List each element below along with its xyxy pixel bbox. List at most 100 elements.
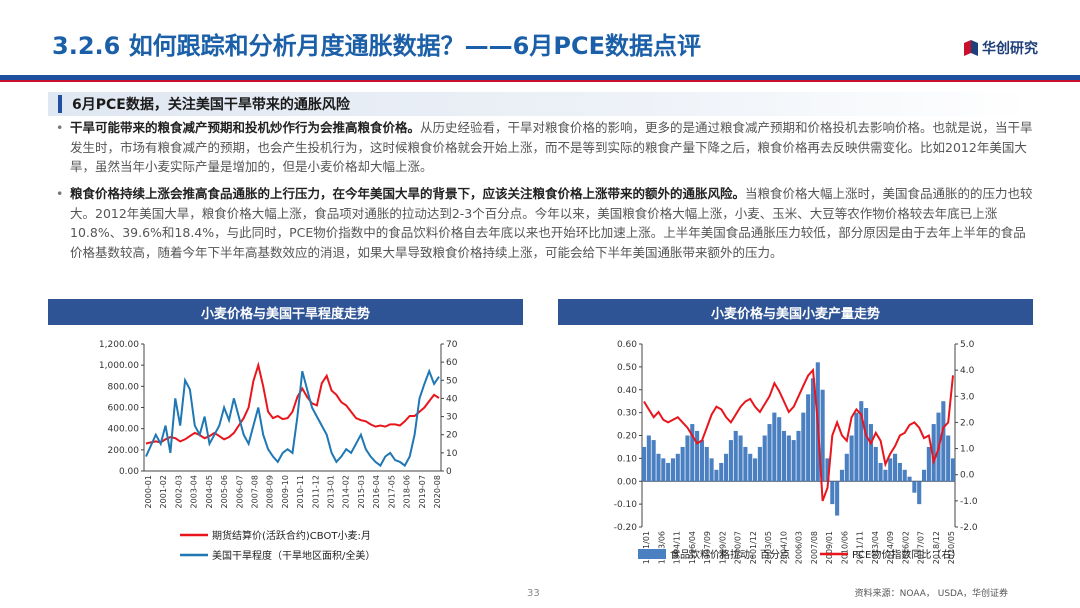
wheat-drought-chart: 1,200.001,000.00800.00600.00400.00200.00… (99, 340, 458, 562)
bar-mark (796, 430, 801, 482)
brand-logo: 华创研究 (964, 38, 1038, 58)
y-right-tick-label: -2.0 (960, 523, 978, 533)
bar-mark (868, 424, 873, 482)
bar-mark (864, 408, 869, 482)
bar-mark (849, 435, 854, 482)
y-right-tick-label: 40 (446, 394, 458, 404)
bar-mark (893, 453, 898, 482)
x-tick-label: 2004-05 (205, 475, 214, 508)
y-right-tick-label: 0.0 (960, 471, 975, 481)
y-left-tick-label: 0.30 (617, 409, 637, 419)
bar-mark (902, 469, 907, 482)
x-tick-label: 1994/11 (673, 531, 682, 564)
bar-mark (757, 446, 762, 482)
x-tick-label: 2000-01 (144, 475, 153, 508)
bar-mark (941, 401, 946, 482)
x-tick-label: 2014/09 (886, 531, 895, 564)
x-tick-label: 2007/08 (810, 531, 819, 564)
y-right-tick-label: 1.0 (960, 445, 975, 455)
logo-text: 华创研究 (982, 41, 1038, 57)
x-tick-label: 2020-08 (433, 475, 442, 508)
bar-mark (839, 469, 844, 482)
food-pce-chart: 0.60 0.50 0.40 0.30 0.20 0.10 0.00 -0.10 -0.20 5.… (614, 340, 978, 564)
page-number: 33 (527, 588, 540, 599)
x-tick-label: 2020/05 (947, 531, 956, 564)
series-2-line (145, 368, 440, 468)
x-tick-label: 2018-06 (403, 475, 412, 508)
y-left-tick-label: 0.20 (617, 432, 637, 442)
paragraph-2: • 粮食价格持续上涨会推高食品通胀的上行压力，在今年美国大旱的背景下，应该关注粮… (56, 184, 1036, 262)
y-right-tick-label: 20 (446, 431, 458, 441)
bar-mark (748, 453, 753, 482)
bullet-icon: • (56, 120, 64, 135)
bar-mark (670, 458, 676, 482)
x-tick-label: 2011/11 (856, 531, 865, 564)
x-tick-label: 2001-02 (159, 475, 168, 508)
y-left-tick-label: 400.00 (108, 425, 140, 435)
bar-mark (690, 424, 695, 482)
y-right-tick-label: 10 (446, 449, 458, 459)
x-tick-label: 2014-02 (342, 475, 351, 508)
x-tick-label: 2017/07 (917, 531, 926, 564)
y-right-tick-label: -1.0 (960, 497, 978, 507)
bar-mark (685, 435, 690, 482)
y-right-tick-label: 70 (446, 340, 458, 350)
x-tick-label: 2003/05 (764, 531, 773, 564)
section-title: 6月PCE数据，关注美国干旱带来的通胀风险 (72, 97, 350, 113)
bar-mark (646, 435, 651, 482)
x-tick-label: 2001/12 (749, 531, 758, 564)
page-title: 3.2.6 如何跟踪和分析月度通胀数据？——6月PCE数据点评 (52, 32, 701, 60)
x-tick-label: 1991/01 (642, 531, 651, 564)
x-tick-label: 2006-07 (235, 475, 244, 508)
bar-mark (931, 424, 936, 482)
bar-mark (656, 453, 661, 482)
bar-mark (859, 401, 864, 482)
bar-mark (714, 469, 719, 482)
legend-swatch (638, 549, 666, 559)
y-right-tick-label: 30 (446, 413, 458, 423)
series-2-line (643, 367, 954, 502)
y-left-tick-label: 800.00 (108, 382, 140, 392)
paragraph-1: • 干旱可能带来的粮食减产预期和投机炒作行为会推高粮食价格。从历史经验看，干旱对… (56, 118, 1036, 177)
x-tick-label: 2010/06 (840, 531, 849, 564)
x-tick-label: 1996/04 (688, 531, 697, 564)
x-tick-label: 2005-06 (220, 475, 229, 508)
bar-mark (738, 435, 743, 482)
bar-mark (753, 458, 758, 482)
x-tick-label: 2008-09 (266, 475, 275, 508)
y-left-tick-label: 0.60 (617, 340, 637, 350)
x-tick-label: 2016/02 (901, 531, 910, 564)
y-left-tick-label: 200.00 (108, 446, 140, 456)
y-left-tick-label: 0.00 (119, 467, 139, 477)
bar-mark (651, 440, 656, 482)
bar-mark (810, 378, 816, 482)
section-header: 6月PCE数据，关注美国干旱带来的通胀风险 (48, 92, 1033, 116)
x-tick-label: 2011-12 (311, 475, 320, 508)
paragraph-2-text: 当粮食价格大幅上涨时，美国食品通胀的的压力也较大。2012年美国大旱，粮食价格大… (70, 186, 1033, 260)
bar-mark (762, 435, 767, 482)
bar-mark (743, 446, 748, 482)
bar-mark (907, 476, 912, 482)
x-tick-label: 2017-05 (387, 475, 396, 508)
bar-mark (921, 469, 927, 482)
y-right-tick-label: 4.0 (960, 366, 975, 376)
x-tick-label: 2007-08 (250, 475, 259, 508)
y-right-tick-label: 2.0 (960, 418, 975, 428)
bar-mark (926, 446, 931, 482)
y-left-tick-label: -0.20 (614, 523, 638, 533)
bar-mark (704, 446, 709, 482)
paragraph-2-lead: 粮食价格持续上涨会推高食品通胀的上行压力，在今年美国大旱的背景下，应该关注粮食价… (70, 186, 746, 201)
bar-mark (844, 453, 849, 482)
bar-mark (883, 469, 888, 482)
x-tick-label: 2016-04 (372, 475, 381, 508)
y-left-tick-label: 0.00 (617, 477, 637, 487)
y-right-tick-label: 5.0 (960, 340, 975, 350)
bar-mark (666, 462, 671, 482)
bar-mark (641, 446, 647, 482)
x-tick-label: 2009-10 (281, 475, 290, 508)
bar-mark (854, 412, 859, 482)
bar-mark (897, 462, 902, 482)
bar-mark (917, 481, 922, 505)
logo-mark-icon (964, 40, 978, 56)
x-tick-label: 2009/01 (825, 531, 834, 564)
